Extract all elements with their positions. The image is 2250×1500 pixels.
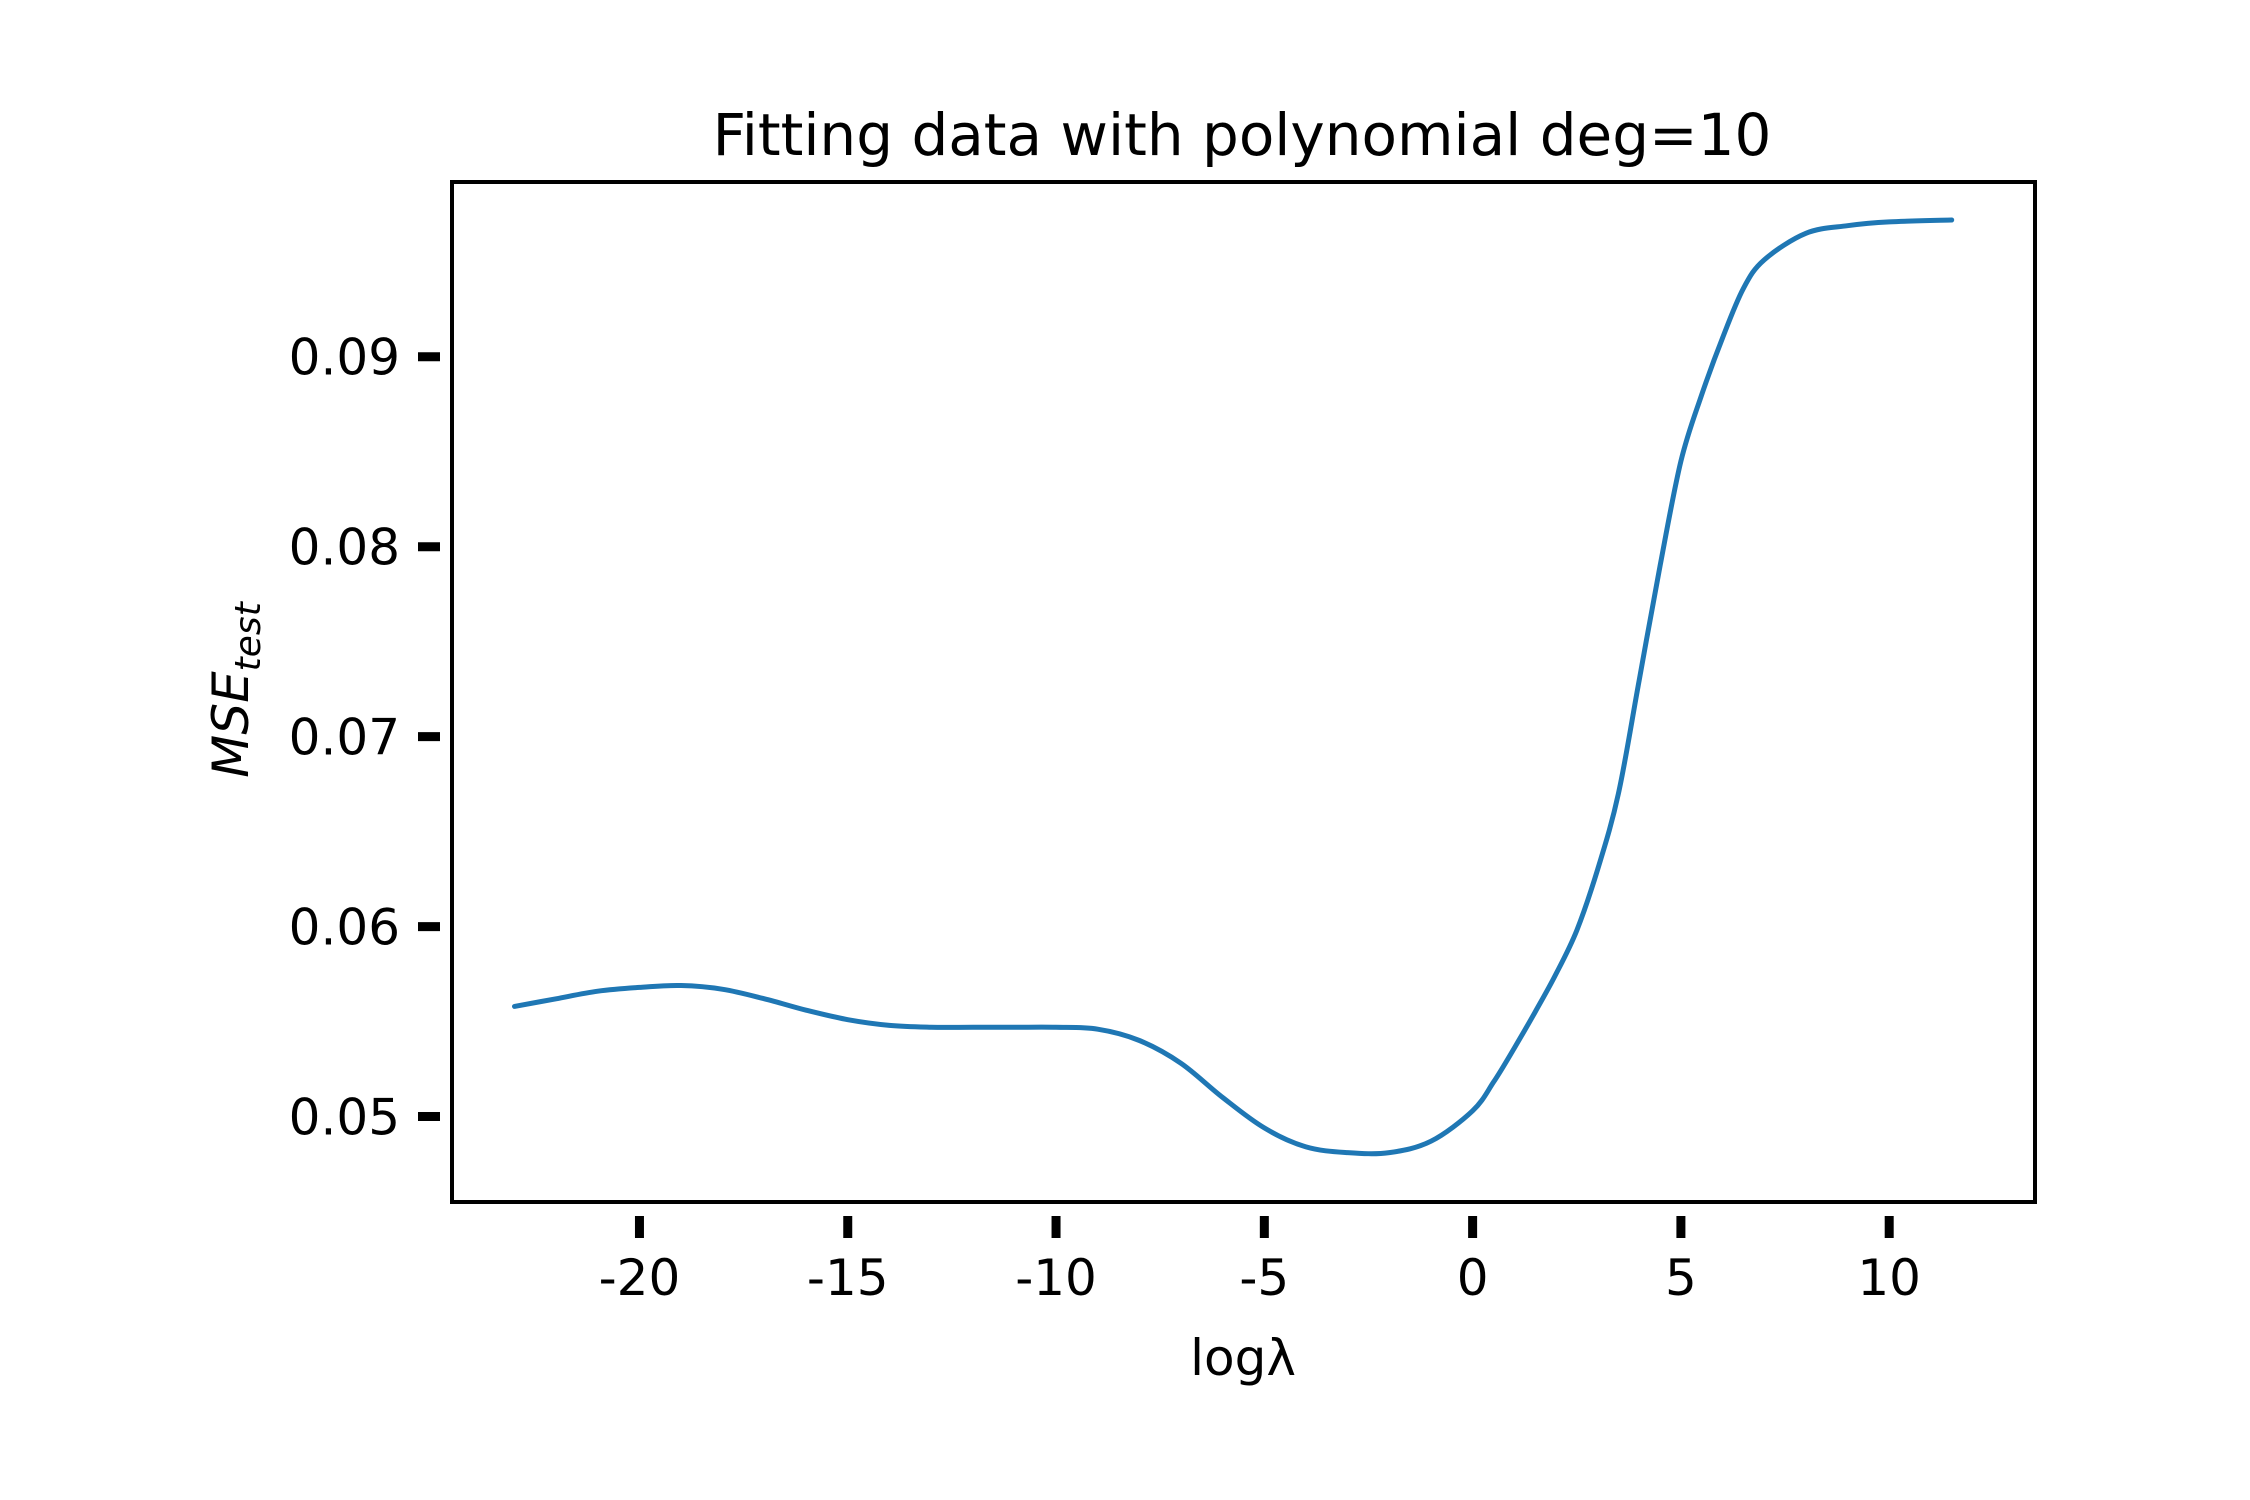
x-tick-label: -15 xyxy=(807,1249,889,1307)
y-tick-label: 0.09 xyxy=(289,329,400,387)
x-tick-label: 0 xyxy=(1457,1249,1489,1307)
y-axis-label-subscript: test xyxy=(228,600,269,671)
x-tick-label: 10 xyxy=(1857,1249,1921,1307)
chart-title: Fitting data with polynomial deg=10 xyxy=(713,101,1772,169)
y-tick-label: 0.08 xyxy=(289,519,400,577)
y-tick-label: 0.05 xyxy=(289,1089,400,1147)
y-axis-label: MSEtest xyxy=(202,600,269,778)
series-layer xyxy=(512,217,1955,1157)
x-axis-label: logλ xyxy=(1190,1329,1296,1387)
x-tick-label: -10 xyxy=(1015,1249,1097,1307)
plot-frame xyxy=(450,180,2037,1204)
x-tick-label: -5 xyxy=(1239,1249,1289,1307)
y-axis-ticks: 0.05 0.06 0.07 0.08 0.09 xyxy=(289,329,440,1147)
x-tick-label: 5 xyxy=(1665,1249,1697,1307)
y-axis-label-main: MSE xyxy=(202,671,260,778)
x-tick-label: -20 xyxy=(599,1249,681,1307)
y-tick-label: 0.06 xyxy=(289,899,400,957)
series-line xyxy=(512,217,1955,1157)
x-axis-ticks: -20 -15 -10 -5 0 5 10 xyxy=(599,1216,1921,1307)
y-tick-label: 0.07 xyxy=(289,709,400,767)
